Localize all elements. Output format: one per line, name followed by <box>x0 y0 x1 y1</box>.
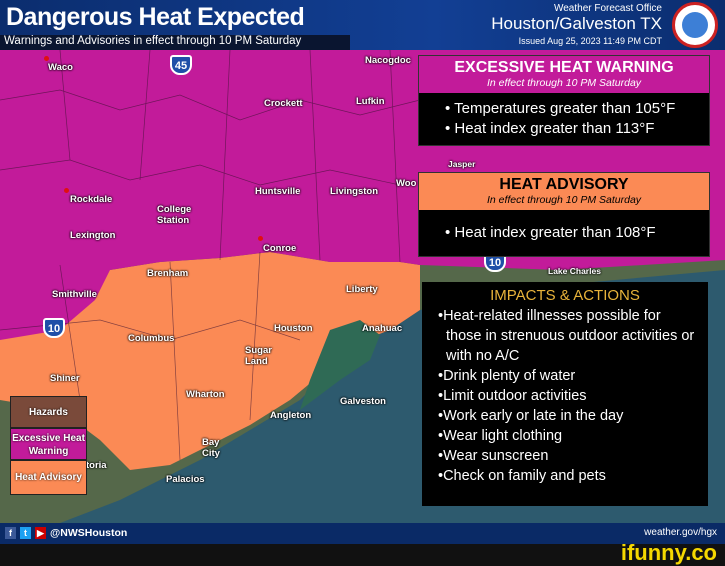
city-label: Conroe <box>263 243 297 254</box>
city-label: Rockdale <box>70 194 113 205</box>
city-label: toria <box>86 460 107 471</box>
impact-bullet: •Work early or late in the day <box>438 408 624 424</box>
warning-period: In effect through 10 PM Saturday <box>486 77 642 89</box>
city-label: College Station <box>157 204 192 226</box>
legend-title: Hazards <box>10 396 87 428</box>
facebook-icon[interactable]: f <box>5 527 16 539</box>
page-title: Dangerous Heat Expected <box>6 3 305 31</box>
office-label: Weather Forecast Office <box>553 3 662 14</box>
bay-water <box>300 320 380 410</box>
city-label: Huntsville <box>255 186 301 197</box>
city-label: Brenham <box>147 268 189 279</box>
advisory-period: In effect through 10 PM Saturday <box>486 194 642 206</box>
city-dot <box>258 236 263 241</box>
interstate-45-shield: 45 <box>170 55 192 75</box>
legend-advisory: Heat Advisory <box>10 460 87 495</box>
advisory-bullet: • Heat index greater than 108°F <box>445 224 656 241</box>
city-label: Jasper <box>448 159 476 169</box>
impacts-title: IMPACTS & ACTIONS <box>490 287 640 304</box>
warning-bullet: • Heat index greater than 113°F <box>445 120 655 137</box>
website-link[interactable]: weather.gov/hgx <box>644 527 717 538</box>
advisory-panel: HEAT ADVISORY In effect through 10 PM Sat… <box>418 172 710 257</box>
youtube-icon[interactable]: ▶ <box>35 527 46 539</box>
city-label: Columbus <box>128 333 175 344</box>
legend-warning: Excessive Heat Warning <box>10 428 87 460</box>
watermark: ifunny.co <box>620 540 717 565</box>
city-label: Shiner <box>50 373 80 384</box>
city-label: Lexington <box>70 230 116 241</box>
warning-title: EXCESSIVE HEAT WARNING <box>454 59 674 76</box>
city-label: Smithville <box>52 289 97 300</box>
impact-bullet: •Wear sunscreen <box>438 448 549 464</box>
nws-logo-icon <box>682 12 708 38</box>
page-subtitle: Warnings and Advisories in effect throug… <box>4 35 302 47</box>
warning-bullet: • Temperatures greater than 105°F <box>445 100 676 117</box>
city-dot <box>44 56 49 61</box>
impact-bullet: •Limit outdoor activities <box>438 388 587 404</box>
impacts-panel: IMPACTS & ACTIONS •Heat-related illnesse… <box>422 282 708 506</box>
city-label: Palacios <box>166 474 205 485</box>
city-label: Anahuac <box>362 323 403 334</box>
city-label: Angleton <box>270 410 312 421</box>
city-label: Woo <box>396 178 417 189</box>
advisory-title: HEAT ADVISORY <box>499 176 629 193</box>
city-label: Nacogdoc <box>365 55 411 66</box>
city-label: Liberty <box>346 284 378 295</box>
city-label: Lake Charles <box>548 266 601 276</box>
impact-bullet: •Wear light clothing <box>438 428 563 444</box>
city-label: Wharton <box>186 389 225 400</box>
advisory-area <box>0 252 420 470</box>
city-label: Galveston <box>340 396 386 407</box>
city-label: Livingston <box>330 186 379 197</box>
hazards-legend: Hazards Excessive Heat Warning Heat Advi… <box>10 396 87 495</box>
impact-bullet: •Heat-related illnesses possible for tho… <box>438 308 695 364</box>
office-name: Houston/Galveston TX <box>491 14 662 33</box>
city-label: Lufkin <box>356 96 385 107</box>
footer-bar: f t ▶ @NWSHouston weather.gov/hgx <box>0 523 725 544</box>
subtitle-bar <box>0 35 350 50</box>
social-handle[interactable]: @NWSHouston <box>50 527 128 539</box>
city-label: Crockett <box>264 98 303 109</box>
city-label: Waco <box>48 62 73 73</box>
city-label: Sugar Land <box>245 345 272 367</box>
impact-bullet: •Drink plenty of water <box>438 368 576 384</box>
interstate-10-shield: 10 <box>43 318 65 338</box>
warning-panel: EXCESSIVE HEAT WARNING In effect through … <box>418 55 710 146</box>
issued-time: Issued Aug 25, 2023 11:49 PM CDT <box>518 36 662 46</box>
county-lines <box>0 49 421 461</box>
city-label: Houston <box>274 323 313 334</box>
city-dot <box>64 188 69 193</box>
twitter-icon[interactable]: t <box>20 527 31 539</box>
city-label: Bay City <box>202 437 220 459</box>
impact-bullet: •Check on family and pets <box>438 468 606 484</box>
nws-logo <box>672 2 718 48</box>
